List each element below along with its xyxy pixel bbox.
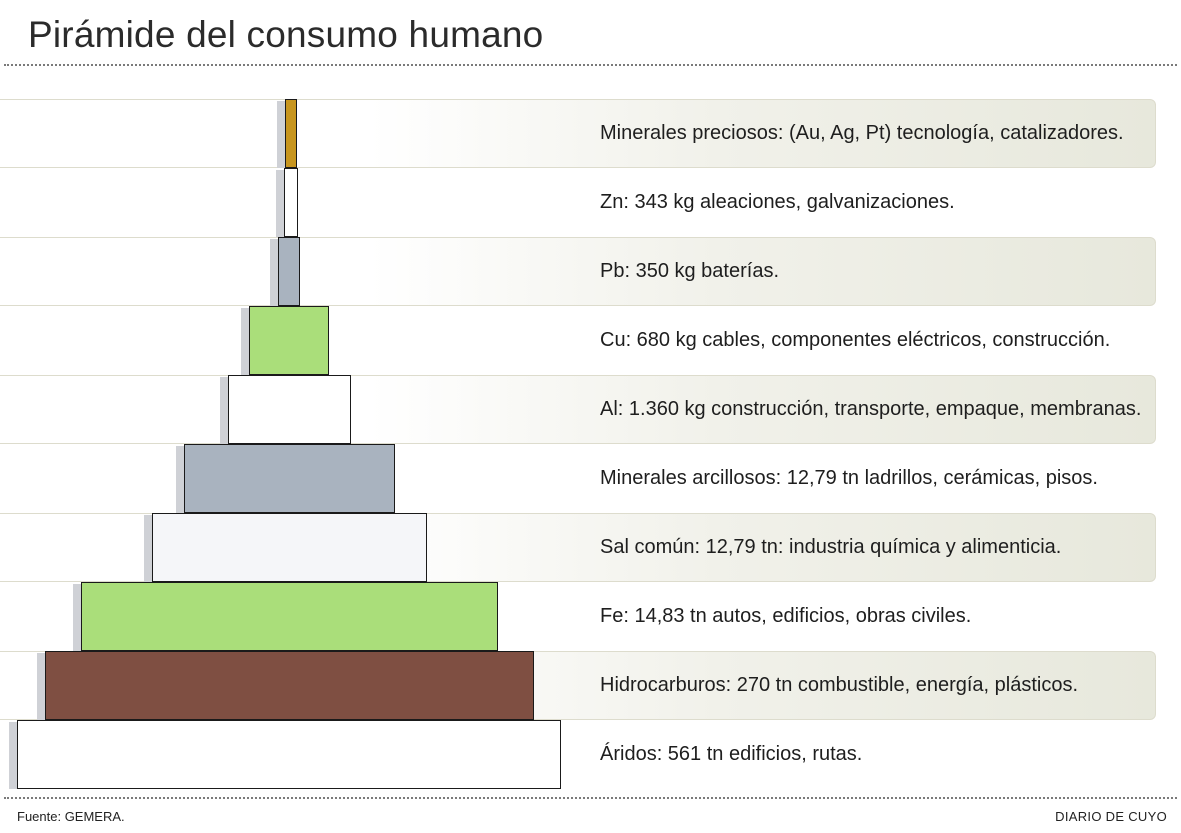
- pyramid-block-precious-minerals: [285, 99, 297, 168]
- pyramid-block-hydrocarbons: [45, 651, 534, 720]
- level-label-aluminum: Al: 1.360 kg construcción, transporte, e…: [600, 398, 1142, 420]
- pyramid-block-common-salt: [152, 513, 427, 582]
- block-shadow: [144, 515, 152, 582]
- level-label-aggregates: Áridos: 561 tn edificios, rutas.: [600, 743, 863, 765]
- block-shadow: [37, 653, 45, 720]
- pyramid-block-clay-minerals: [184, 444, 395, 513]
- pyramid-block-lead: [278, 237, 300, 306]
- publisher-credit: DIARIO DE CUYO: [1055, 809, 1167, 824]
- block-shadow: [241, 308, 249, 375]
- level-label-zinc: Zn: 343 kg aleaciones, galvanizaciones.: [600, 191, 955, 213]
- pyramid-block-iron: [81, 582, 498, 651]
- block-shadow: [9, 722, 17, 789]
- level-label-clay-minerals: Minerales arcillosos: 12,79 tn ladrillos…: [600, 467, 1098, 489]
- block-shadow: [176, 446, 184, 513]
- block-shadow: [73, 584, 81, 651]
- block-shadow: [277, 101, 285, 168]
- block-shadow: [276, 170, 284, 237]
- pyramid-block-copper: [249, 306, 329, 375]
- level-band-aluminum: Al: 1.360 kg construcción, transporte, e…: [0, 375, 1156, 444]
- pyramid-block-zinc: [284, 168, 298, 237]
- band-background: [0, 99, 1156, 168]
- level-band-iron: Fe: 14,83 tn autos, edificios, obras civ…: [0, 582, 1156, 651]
- pyramid-block-aluminum: [228, 375, 351, 444]
- top-divider: [4, 64, 1177, 66]
- bottom-divider: [4, 797, 1177, 799]
- pyramid-block-aggregates: [17, 720, 561, 789]
- block-shadow: [270, 239, 278, 306]
- band-background: [0, 375, 1156, 444]
- level-label-copper: Cu: 680 kg cables, componentes eléctrico…: [600, 329, 1111, 351]
- level-label-hydrocarbons: Hidrocarburos: 270 tn combustible, energ…: [600, 674, 1079, 696]
- level-band-copper: Cu: 680 kg cables, componentes eléctrico…: [0, 306, 1156, 375]
- band-background: [0, 168, 1156, 237]
- level-label-iron: Fe: 14,83 tn autos, edificios, obras civ…: [600, 605, 972, 627]
- level-band-aggregates: Áridos: 561 tn edificios, rutas.: [0, 720, 1156, 789]
- page-title: Pirámide del consumo humano: [28, 14, 544, 55]
- level-band-zinc: Zn: 343 kg aleaciones, galvanizaciones.: [0, 168, 1156, 237]
- level-band-precious-minerals: Minerales preciosos: (Au, Ag, Pt) tecnol…: [0, 99, 1156, 168]
- level-label-precious-minerals: Minerales preciosos: (Au, Ag, Pt) tecnol…: [600, 122, 1124, 144]
- source-note: Fuente: GEMERA.: [17, 809, 125, 824]
- level-label-lead: Pb: 350 kg baterías.: [600, 260, 780, 282]
- level-band-lead: Pb: 350 kg baterías.: [0, 237, 1156, 306]
- level-label-common-salt: Sal común: 12,79 tn: industria química y…: [600, 536, 1062, 558]
- band-background: [0, 237, 1156, 306]
- block-shadow: [220, 377, 228, 444]
- level-band-clay-minerals: Minerales arcillosos: 12,79 tn ladrillos…: [0, 444, 1156, 513]
